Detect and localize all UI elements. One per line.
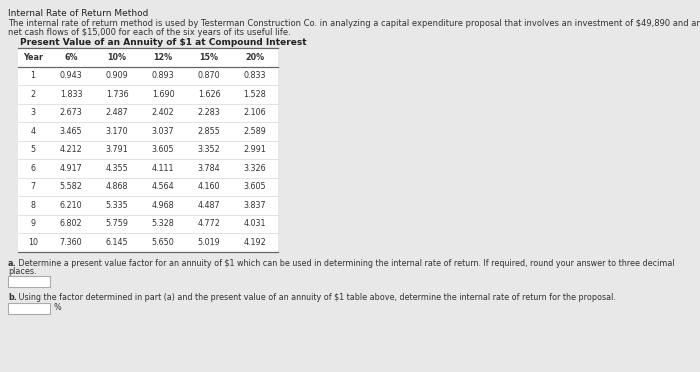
Text: 4.487: 4.487 <box>197 201 220 210</box>
Text: 1: 1 <box>31 71 36 80</box>
Bar <box>8 276 50 286</box>
Text: %: % <box>53 304 61 312</box>
Text: 3.037: 3.037 <box>152 127 174 136</box>
Text: 0.909: 0.909 <box>106 71 128 80</box>
Text: 2.402: 2.402 <box>152 108 174 117</box>
Text: 5.328: 5.328 <box>152 219 174 228</box>
Text: Present Value of an Annuity of $1 at Compound Interest: Present Value of an Annuity of $1 at Com… <box>20 38 307 47</box>
Text: net cash flows of $15,000 for each of the six years of its useful life.: net cash flows of $15,000 for each of th… <box>8 28 290 37</box>
Text: 2: 2 <box>30 90 36 99</box>
Text: 2.855: 2.855 <box>197 127 220 136</box>
Text: 4.031: 4.031 <box>244 219 266 228</box>
Text: 5.650: 5.650 <box>152 238 174 247</box>
Text: 9: 9 <box>30 219 36 228</box>
Text: 5.759: 5.759 <box>106 219 129 228</box>
Text: 4.917: 4.917 <box>60 164 83 173</box>
Text: 5: 5 <box>30 145 36 154</box>
Text: The internal rate of return method is used by Testerman Construction Co. in anal: The internal rate of return method is us… <box>8 19 700 28</box>
Text: 4.868: 4.868 <box>106 182 128 191</box>
Text: 3.784: 3.784 <box>197 164 220 173</box>
Text: 4: 4 <box>31 127 36 136</box>
Text: 6: 6 <box>31 164 36 173</box>
Text: 2.106: 2.106 <box>244 108 266 117</box>
Text: 10: 10 <box>28 238 38 247</box>
Bar <box>8 302 50 314</box>
Text: 4.160: 4.160 <box>197 182 220 191</box>
Text: 2.991: 2.991 <box>244 145 267 154</box>
Text: 6.210: 6.210 <box>60 201 83 210</box>
Text: 0.943: 0.943 <box>60 71 83 80</box>
Text: 4.111: 4.111 <box>152 164 174 173</box>
Text: 20%: 20% <box>246 53 265 62</box>
Text: 6%: 6% <box>64 53 78 62</box>
Text: 1.690: 1.690 <box>152 90 174 99</box>
Text: 6.145: 6.145 <box>106 238 128 247</box>
Text: 0.893: 0.893 <box>152 71 174 80</box>
Text: Year: Year <box>23 53 43 62</box>
Text: 2.283: 2.283 <box>197 108 220 117</box>
Text: 2.589: 2.589 <box>244 127 267 136</box>
Text: 3.326: 3.326 <box>244 164 266 173</box>
Text: 3.465: 3.465 <box>60 127 83 136</box>
Text: 1.626: 1.626 <box>197 90 220 99</box>
Text: 3.791: 3.791 <box>106 145 128 154</box>
Text: a.: a. <box>8 259 17 267</box>
Text: 6.802: 6.802 <box>60 219 83 228</box>
Text: 5.019: 5.019 <box>197 238 220 247</box>
Text: 12%: 12% <box>153 53 173 62</box>
Text: 3.605: 3.605 <box>152 145 174 154</box>
Text: Determine a present value factor for an annuity of $1 which can be used in deter: Determine a present value factor for an … <box>16 259 675 267</box>
Text: 8: 8 <box>31 201 36 210</box>
Text: 5.582: 5.582 <box>60 182 83 191</box>
Text: b.: b. <box>8 292 17 301</box>
Text: 2.673: 2.673 <box>60 108 83 117</box>
Bar <box>18 48 278 251</box>
Text: 4.772: 4.772 <box>197 219 220 228</box>
Text: 1.528: 1.528 <box>244 90 267 99</box>
Text: places.: places. <box>8 267 36 276</box>
Text: 5.335: 5.335 <box>106 201 128 210</box>
Text: 3.605: 3.605 <box>244 182 266 191</box>
Text: 3: 3 <box>31 108 36 117</box>
Text: 1.736: 1.736 <box>106 90 128 99</box>
Text: 0.870: 0.870 <box>197 71 220 80</box>
Text: 1.833: 1.833 <box>60 90 83 99</box>
Text: 4.192: 4.192 <box>244 238 267 247</box>
Text: 0.833: 0.833 <box>244 71 266 80</box>
Text: 4.212: 4.212 <box>60 145 83 154</box>
Text: 7.360: 7.360 <box>60 238 83 247</box>
Text: Internal Rate of Return Method: Internal Rate of Return Method <box>8 9 148 18</box>
Text: 4.968: 4.968 <box>152 201 174 210</box>
Text: Using the factor determined in part (a) and the present value of an annuity of $: Using the factor determined in part (a) … <box>16 292 616 301</box>
Text: 2.487: 2.487 <box>106 108 128 117</box>
Text: 4.564: 4.564 <box>152 182 174 191</box>
Text: 3.170: 3.170 <box>106 127 128 136</box>
Text: 7: 7 <box>30 182 36 191</box>
Text: 4.355: 4.355 <box>106 164 128 173</box>
Text: 15%: 15% <box>199 53 218 62</box>
Text: 3.352: 3.352 <box>197 145 220 154</box>
Text: 3.837: 3.837 <box>244 201 266 210</box>
Text: 10%: 10% <box>108 53 127 62</box>
